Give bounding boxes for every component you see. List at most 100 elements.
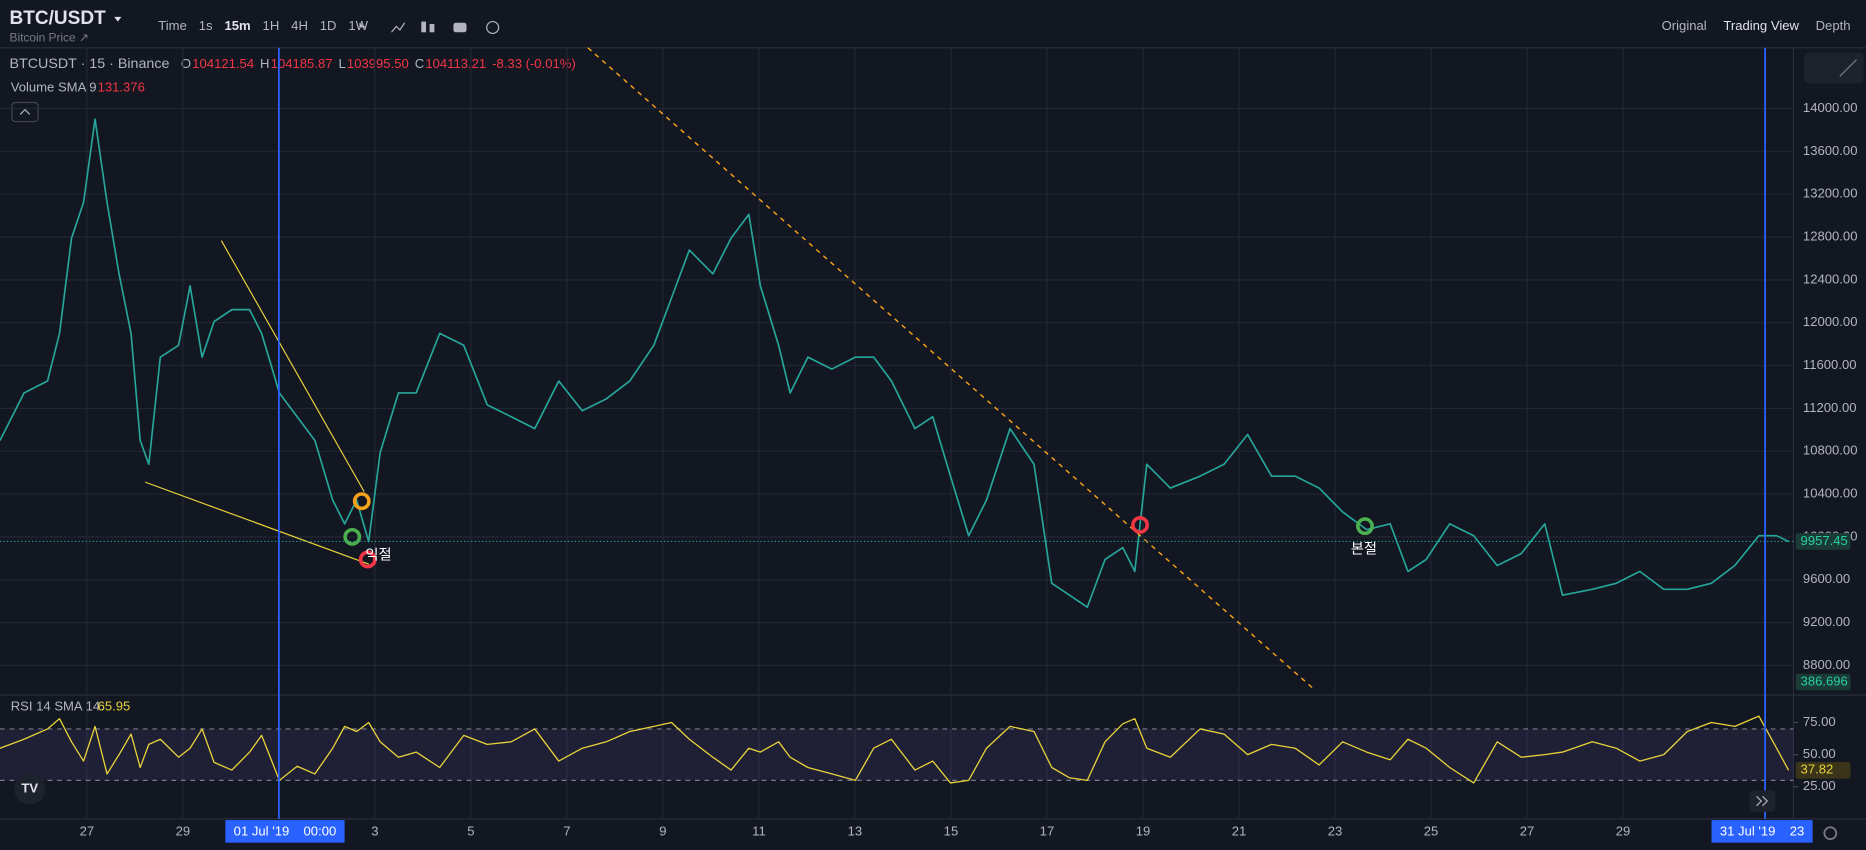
timeframe[interactable]: 1s — [199, 18, 213, 33]
candle-icon[interactable] — [429, 23, 435, 33]
y-tick-label: 13600.00 — [1803, 143, 1858, 158]
trendline — [144, 481, 370, 565]
camera-icon[interactable] — [453, 22, 467, 33]
views: Depth Trading View Original — [1662, 18, 1851, 33]
y-tick-label: 12000.00 — [1803, 314, 1858, 329]
ohlc-value: 104185.87 — [271, 56, 333, 71]
marker-circle — [1131, 516, 1149, 534]
annotation: 본절 — [1351, 541, 1377, 558]
ohlc-key: L — [338, 56, 345, 71]
timeframe[interactable]: 1D — [320, 18, 337, 33]
x-tick-label: 27 — [80, 823, 95, 838]
ohlc-value: 103995.50 — [347, 56, 409, 71]
y-tick-label: 14000.00 — [1803, 100, 1858, 115]
overlay: 01 Jul '19 00:00 31 Jul '19 23 9957.45 386.69… — [0, 47, 1851, 843]
add-icon[interactable] — [486, 20, 500, 35]
y-tick-label: 10400.00 — [1803, 486, 1858, 501]
rsi-band — [0, 728, 1794, 781]
logo-mark[interactable]: TV — [21, 781, 38, 796]
crosshair-label-box — [1711, 820, 1813, 843]
x-tick-label: 27 — [1520, 823, 1535, 838]
x-tick-label: 7 — [563, 823, 570, 838]
rsi-tick-label: 25.00 — [1803, 778, 1836, 793]
marker-circle — [343, 527, 362, 546]
ohlc-value: 104113.21 — [425, 56, 486, 71]
ohlc: O 104121.54 H 104185.87 L 103995.50 C 104113.21… — [181, 56, 576, 71]
ohlc-change: -8.33 (-0.01%) — [492, 56, 576, 71]
view-tab[interactable]: Original — [1662, 18, 1707, 33]
ohlc-value: 104121.54 — [192, 56, 254, 71]
y-tick-label: 13200.00 — [1803, 186, 1858, 201]
view-tab[interactable]: Trading View — [1723, 18, 1799, 33]
drawing-tool[interactable] — [1804, 52, 1864, 84]
x-tick-label: 5 — [467, 823, 474, 838]
last-price-box — [1795, 533, 1851, 550]
rsi-line — [0, 715, 1790, 784]
x-tick-label: 23 — [1328, 823, 1343, 838]
x-tick-label: 11 — [752, 823, 766, 838]
marker-circle — [352, 492, 371, 511]
y-tick-label: 8800.00 — [1803, 657, 1850, 672]
timeframe[interactable]: 4H — [291, 18, 308, 33]
rsi-title: RSI 14 SMA 14 — [11, 698, 100, 713]
volume-last-box — [1795, 673, 1851, 691]
timeframe[interactable]: 15m — [224, 18, 250, 33]
logo[interactable] — [14, 773, 46, 805]
drawing-icon[interactable] — [1839, 59, 1857, 77]
ohlc-key: O — [181, 56, 191, 71]
view-tab[interactable]: Depth — [1816, 18, 1851, 33]
x-tick-label: 29 — [1616, 823, 1631, 838]
volume-value: 131.376 — [98, 80, 145, 95]
collapse-icon[interactable] — [19, 108, 31, 115]
y-tick-label: 12800.00 — [1803, 228, 1858, 243]
last-price: 9957.45 — [1801, 533, 1848, 548]
volume-last: 386.696 — [1801, 674, 1848, 689]
marker-circle — [358, 550, 377, 569]
annotation: 익절 — [365, 547, 391, 564]
timeframe[interactable]: Time — [158, 18, 187, 33]
crosshair-label-box — [225, 820, 345, 843]
grid: 27 29 3 5 7 9 11 13 15 17 19 21 23 25 27 29 8800.00 9200.… — [0, 47, 1866, 838]
subtitle[interactable]: Bitcoin Price ↗ — [10, 30, 89, 44]
rsi-last-box — [1795, 761, 1851, 779]
crosshair-time: 00:00 — [304, 823, 337, 838]
rsi-tick-label: 50.00 — [1803, 746, 1836, 761]
y-tick-label: 9600.00 — [1803, 571, 1850, 586]
crosshair-date: 01 Jul '19 — [234, 823, 290, 838]
timeframe[interactable]: 1W — [348, 18, 368, 33]
x-tick-label: 17 — [1040, 823, 1055, 838]
trendline — [220, 240, 365, 492]
rsi-tick-label: 75.00 — [1803, 714, 1836, 729]
settings-icon[interactable] — [1823, 826, 1838, 841]
ohlc-key: H — [260, 56, 269, 71]
x-tick-label: 29 — [176, 823, 191, 838]
scroll-button[interactable] — [1749, 790, 1776, 812]
price-line — [0, 118, 1789, 608]
indicator-icon[interactable] — [391, 22, 406, 33]
crosshair-time: 23 — [1790, 823, 1805, 838]
symbol[interactable]: BTC/USDT — [10, 8, 107, 29]
timeframes: Time 1s 15m 1H 4H 1D 1W — [158, 18, 368, 33]
volume-label: Volume SMA 9 — [11, 80, 97, 95]
x-tick-label: 19 — [1136, 823, 1151, 838]
timeframe[interactable]: 1H — [263, 18, 280, 33]
y-tick-label: 11200.00 — [1803, 400, 1857, 415]
x-tick-label: 9 — [659, 823, 666, 838]
x-tick-label: 3 — [371, 823, 378, 838]
marker-circle — [1356, 517, 1374, 536]
x-tick-label: 25 — [1424, 823, 1439, 838]
x-tick-label: 15 — [944, 823, 959, 838]
candle-icon[interactable] — [421, 21, 427, 33]
toolbar-icons — [359, 20, 500, 35]
symbol-caret[interactable] — [114, 16, 122, 22]
rsi-last: 37.82 — [1801, 762, 1834, 777]
marks — [0, 118, 1790, 784]
legend-name: BTCUSDT · 15 · Binance — [10, 56, 170, 72]
rsi-sma: 65.95 — [98, 698, 131, 713]
x-tick-label: 13 — [848, 823, 863, 838]
collapse-button[interactable] — [11, 101, 39, 123]
scroll-icon[interactable] — [1756, 795, 1769, 807]
